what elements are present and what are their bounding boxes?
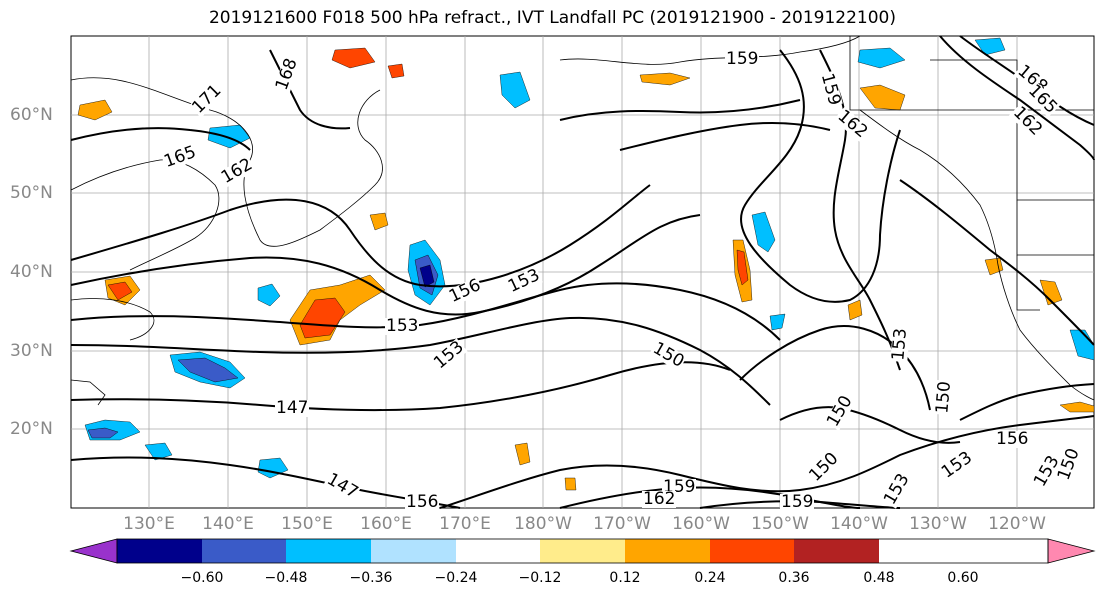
colorbar-swatch (117, 539, 202, 563)
colorbar-swatch (710, 539, 794, 563)
lon-label: 130°E (123, 514, 175, 534)
contour-label: 150 (932, 379, 956, 416)
colorbar-tick-label: 0.60 (947, 570, 979, 586)
colorbar-tick-label: 0.12 (609, 570, 641, 586)
contour-label: 153 (888, 326, 912, 363)
map-title: 2019121600 F018 500 hPa refract., IVT La… (208, 8, 896, 28)
lat-label: 50°N (10, 183, 53, 203)
colorbar-swatch (286, 539, 371, 563)
colorbar-extend-high (1047, 538, 1096, 564)
lon-label: 140°E (202, 514, 254, 534)
colorbar-extend-low (69, 538, 118, 564)
lon-label: 130°W (909, 514, 967, 534)
colorbar-tick-label: −0.60 (180, 570, 224, 586)
lon-label: 150°W (751, 514, 809, 534)
colorbar-tick-label: −0.36 (349, 570, 393, 586)
colorbar-swatch (540, 539, 625, 563)
lon-label: 140°W (830, 514, 888, 534)
refractivity-fill (77, 37, 1095, 491)
colorbar-tick-label: 0.48 (863, 570, 895, 586)
colorbar-swatch (202, 539, 286, 563)
lat-label: 30°N (10, 341, 53, 361)
contour-label: 153 (385, 316, 420, 336)
colorbar-tick-label: −0.48 (264, 570, 308, 586)
colorbar-tick-label: 0.36 (778, 570, 810, 586)
colorbar-tick-label: 0.24 (694, 570, 726, 586)
lat-label: 20°N (10, 419, 53, 439)
colorbar-swatch (625, 539, 710, 563)
colorbar-swatch (456, 539, 540, 563)
colorbar-swatch (794, 539, 879, 563)
lat-label: 40°N (10, 262, 53, 282)
lon-label: 180°W (514, 514, 572, 534)
contour-label: 159 (780, 492, 815, 512)
lon-label: 160°E (360, 514, 412, 534)
graticule (71, 36, 1094, 508)
contour-label: 159 (725, 49, 760, 69)
lon-label: 170°W (593, 514, 651, 534)
lat-label: 60°N (10, 105, 53, 125)
lon-label: 150°E (281, 514, 333, 534)
lon-label: 120°W (988, 514, 1046, 534)
contour-label: 156 (405, 492, 440, 512)
contour-label: 156 (995, 429, 1030, 449)
colorbar-tick-label: −0.12 (518, 570, 562, 586)
colorbar-swatch (371, 539, 456, 563)
colorbar (69, 538, 1096, 564)
lon-label: 160°W (672, 514, 730, 534)
contour-label: 147 (275, 398, 310, 418)
contour-label: 162 (642, 489, 677, 509)
colorbar-tick-label: −0.24 (434, 570, 478, 586)
lon-label: 170°E (439, 514, 491, 534)
